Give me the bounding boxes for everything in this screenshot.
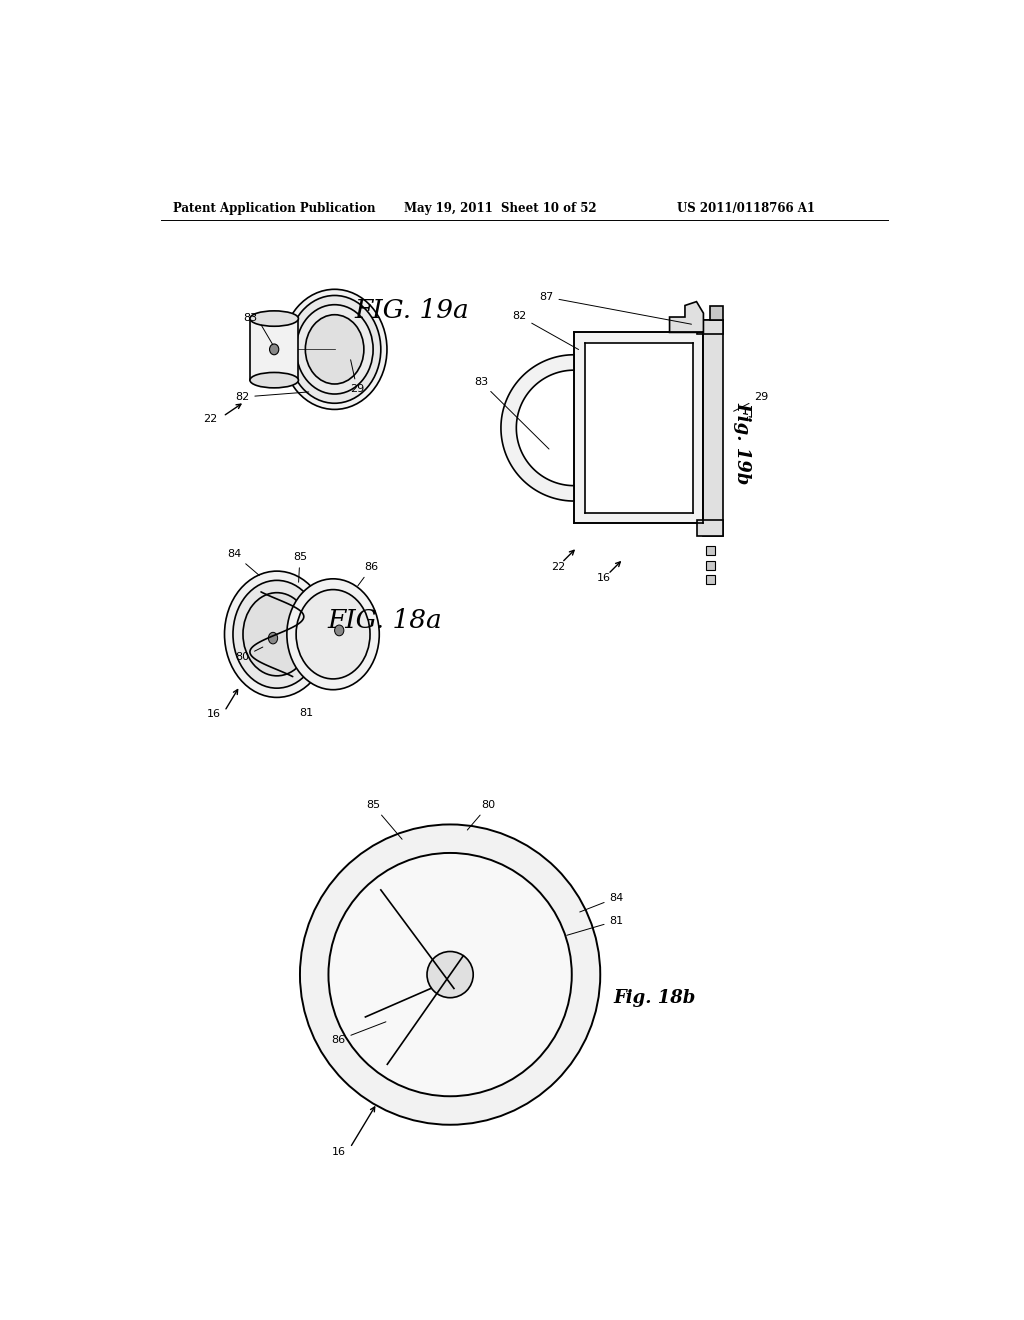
- Bar: [697, 520, 723, 536]
- Ellipse shape: [296, 590, 370, 678]
- Bar: [706, 545, 715, 554]
- Text: Fig. 18b: Fig. 18b: [613, 989, 695, 1007]
- Text: FIG. 18a: FIG. 18a: [328, 609, 442, 632]
- Ellipse shape: [250, 372, 298, 388]
- Text: Fig. 19b: Fig. 19b: [733, 403, 751, 484]
- Ellipse shape: [283, 289, 387, 409]
- Text: 82: 82: [236, 392, 309, 403]
- Polygon shape: [501, 355, 574, 502]
- Text: 81: 81: [299, 708, 313, 718]
- Ellipse shape: [224, 572, 330, 697]
- Text: 16: 16: [207, 709, 220, 719]
- Text: 86: 86: [332, 1022, 386, 1045]
- Text: 80: 80: [236, 647, 263, 663]
- Bar: [585, 343, 692, 512]
- Text: 22: 22: [204, 414, 217, 425]
- Circle shape: [300, 825, 600, 1125]
- Polygon shape: [250, 318, 298, 380]
- Circle shape: [329, 853, 571, 1096]
- Text: 16: 16: [597, 573, 611, 583]
- Text: 85: 85: [293, 552, 307, 582]
- Ellipse shape: [250, 312, 298, 326]
- Text: US 2011/0118766 A1: US 2011/0118766 A1: [677, 202, 815, 215]
- Text: 80: 80: [467, 800, 496, 830]
- Text: 87: 87: [540, 292, 691, 325]
- Bar: [706, 561, 715, 570]
- Text: 84: 84: [580, 892, 624, 912]
- Ellipse shape: [233, 581, 321, 688]
- Ellipse shape: [287, 578, 379, 689]
- Text: 84: 84: [227, 549, 259, 576]
- Text: 22: 22: [551, 561, 565, 572]
- Bar: [697, 321, 723, 334]
- Text: 85: 85: [366, 800, 402, 840]
- Bar: [574, 333, 703, 524]
- Ellipse shape: [269, 345, 279, 355]
- Text: 82: 82: [512, 312, 579, 350]
- Polygon shape: [670, 302, 703, 333]
- Text: May 19, 2011  Sheet 10 of 52: May 19, 2011 Sheet 10 of 52: [403, 202, 597, 215]
- Ellipse shape: [296, 305, 373, 395]
- Text: 29: 29: [350, 360, 365, 395]
- Text: FIG. 19a: FIG. 19a: [354, 298, 469, 323]
- Bar: [703, 321, 723, 536]
- Text: 16: 16: [332, 1147, 346, 1156]
- Text: Patent Application Publication: Patent Application Publication: [173, 202, 376, 215]
- Ellipse shape: [305, 314, 364, 384]
- Bar: [706, 576, 715, 585]
- Ellipse shape: [243, 593, 310, 676]
- Ellipse shape: [268, 632, 278, 644]
- Text: 81: 81: [566, 916, 624, 936]
- Text: 83: 83: [474, 376, 549, 449]
- Ellipse shape: [289, 296, 381, 404]
- Bar: [710, 306, 723, 321]
- Ellipse shape: [335, 626, 344, 636]
- Text: 86: 86: [357, 562, 379, 586]
- Text: 83: 83: [243, 313, 272, 345]
- Circle shape: [427, 952, 473, 998]
- Text: 29: 29: [733, 392, 768, 412]
